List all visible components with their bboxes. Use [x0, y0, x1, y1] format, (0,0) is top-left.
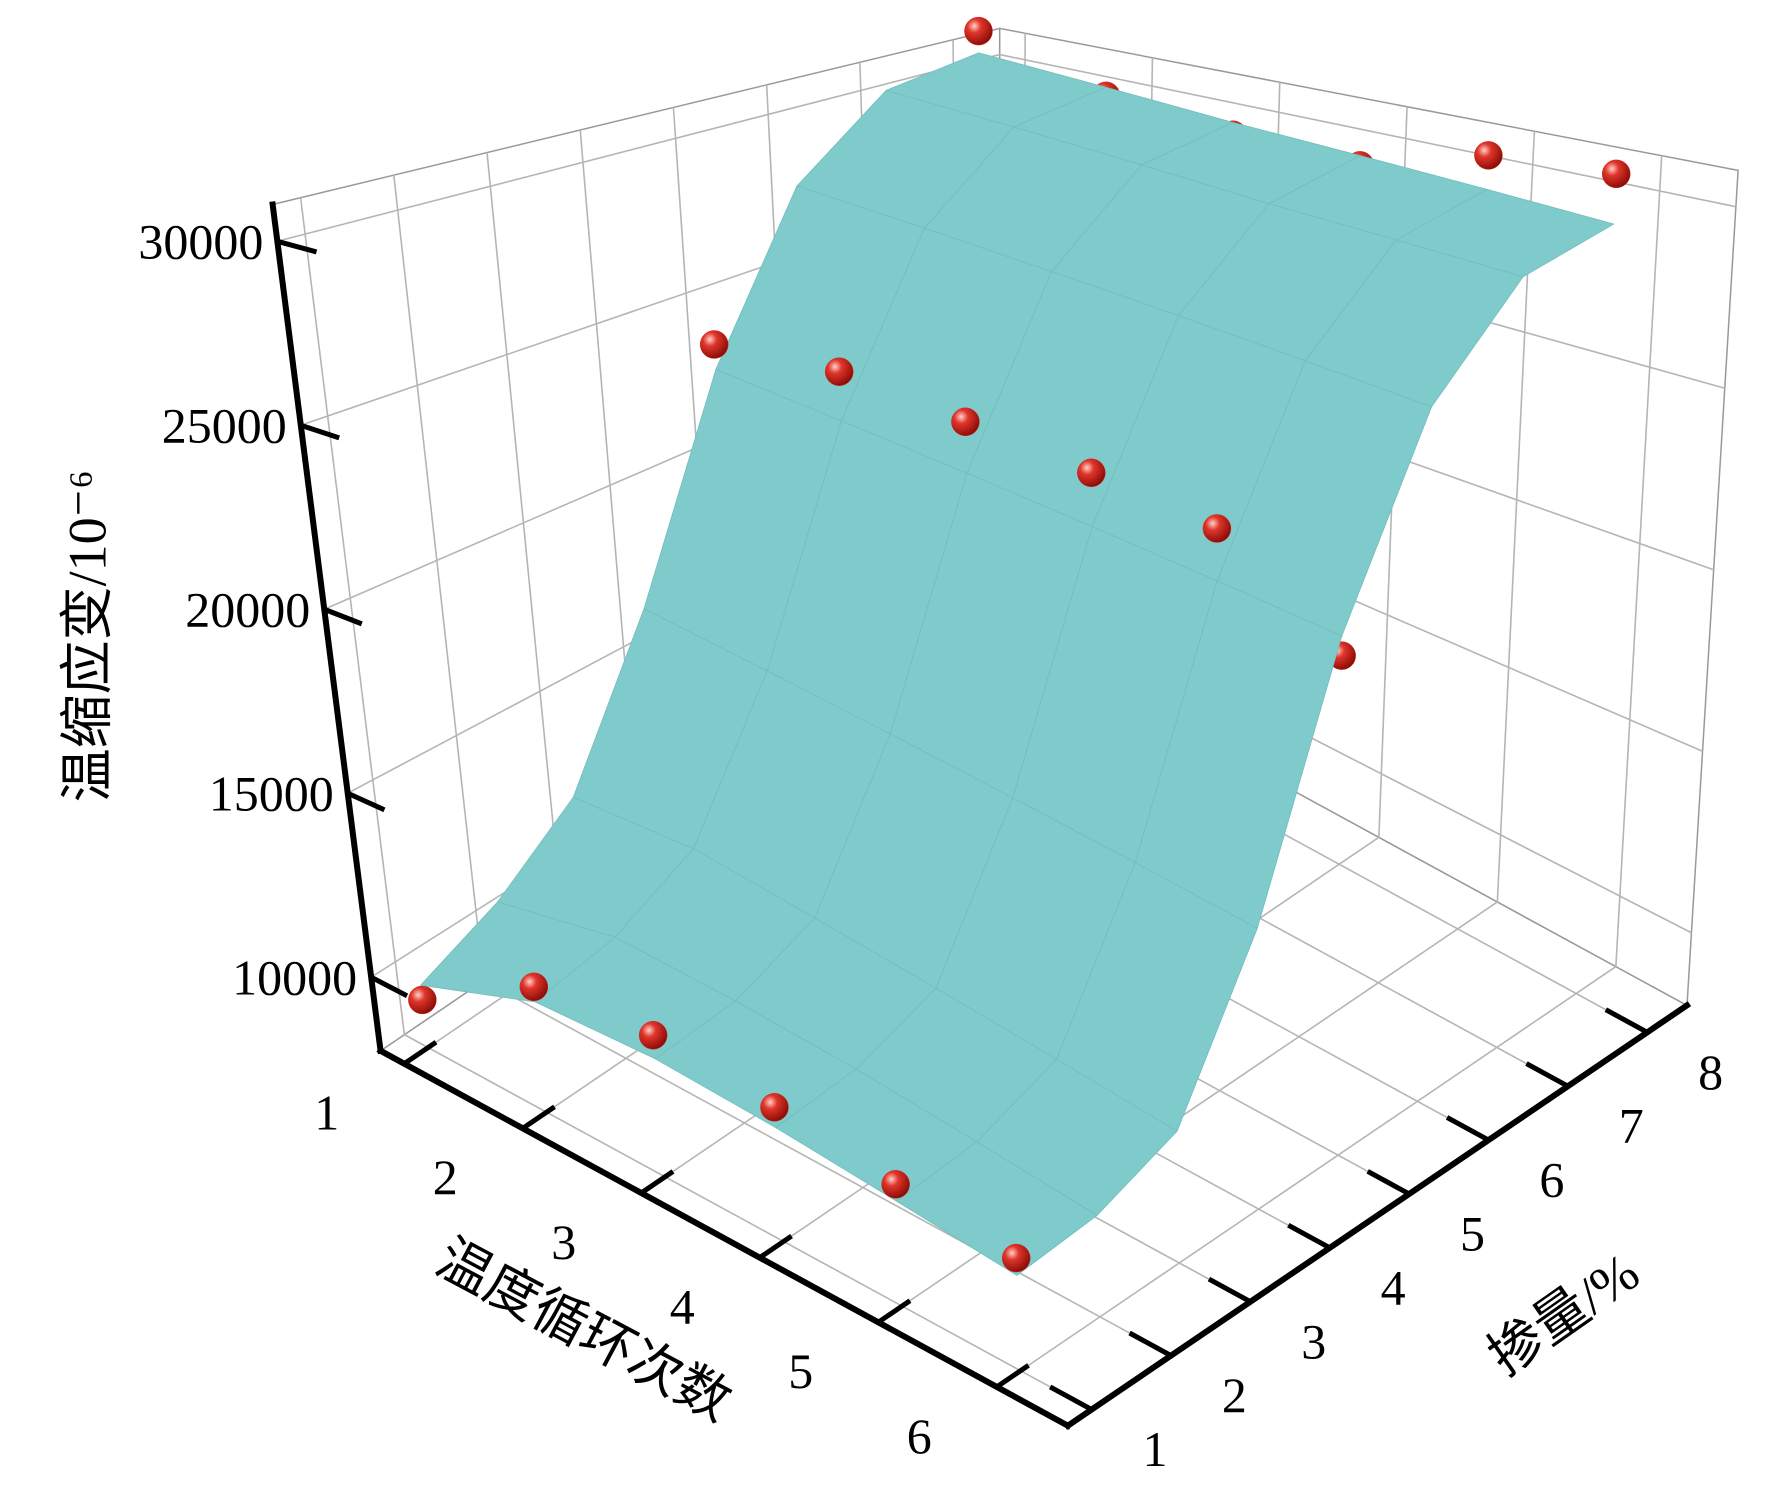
y-tick	[1287, 1223, 1331, 1251]
y-tick	[1366, 1169, 1411, 1197]
y-tick	[1048, 1384, 1093, 1412]
z-tick	[370, 974, 409, 999]
y-tick	[1604, 1007, 1649, 1035]
y-tick-label: 6	[1539, 1152, 1564, 1208]
z-tick-label: 20000	[185, 582, 310, 638]
axes	[269, 201, 1692, 1430]
data-point	[1202, 514, 1232, 543]
y-tick-label: 7	[1619, 1098, 1644, 1154]
data-point	[1001, 1243, 1031, 1273]
x-tick-label: 2	[433, 1149, 458, 1205]
grid-line	[299, 197, 406, 1035]
grid-line	[277, 53, 1000, 243]
data-point	[408, 985, 437, 1015]
x-tick	[639, 1169, 675, 1196]
x-axis	[376, 1046, 1072, 1430]
data-point	[638, 1020, 668, 1050]
data-point	[881, 1170, 910, 1199]
y-tick	[1525, 1061, 1570, 1089]
y-tick	[1128, 1330, 1173, 1358]
grid-line	[1615, 155, 1663, 967]
x-tick	[995, 1363, 1030, 1389]
grid-line	[486, 152, 564, 927]
y-tick-label: 3	[1301, 1313, 1326, 1369]
z-tick-label: 25000	[162, 398, 287, 454]
data-point	[951, 407, 980, 437]
z-tick-label: 15000	[209, 766, 334, 822]
data-point	[1474, 141, 1503, 170]
z-axis	[269, 201, 384, 1055]
data-point	[760, 1093, 789, 1122]
grid-line	[393, 175, 485, 981]
grid-line	[483, 980, 1172, 1357]
y-tick-label: 2	[1222, 1367, 1247, 1423]
visible-points	[519, 16, 1631, 1273]
data-point	[1601, 159, 1631, 189]
x-tick	[402, 1040, 438, 1066]
y-tick-label: 1	[1142, 1421, 1167, 1477]
data-point	[519, 972, 549, 1002]
x-tick-label: 3	[551, 1214, 576, 1270]
y-tick-label: 8	[1698, 1044, 1723, 1100]
surface-patch	[896, 1141, 1098, 1276]
y-tick	[1445, 1115, 1490, 1143]
y-tick	[1207, 1276, 1252, 1304]
data-point	[699, 330, 729, 359]
z-tick	[300, 422, 340, 441]
x-tick-label: 4	[670, 1279, 695, 1335]
z-tick	[323, 606, 363, 627]
z-axis-title: 温缩应变/10⁻⁶	[58, 470, 118, 802]
z-tick-label: 30000	[138, 214, 263, 270]
data-point	[824, 357, 854, 386]
data-point	[1077, 458, 1106, 488]
y-tick-label: 4	[1381, 1259, 1406, 1315]
x-tick-label: 5	[788, 1343, 813, 1399]
x-tick-label: 1	[314, 1085, 339, 1141]
z-tick-label: 10000	[232, 950, 357, 1006]
x-tick-label: 6	[907, 1408, 932, 1464]
data-point	[964, 16, 993, 46]
y-axis-title: 掺量/%	[1478, 1242, 1650, 1388]
surface	[420, 52, 1615, 1276]
grid-line	[403, 1033, 1093, 1411]
z-tick	[276, 238, 318, 255]
x-tick	[521, 1104, 556, 1131]
x-tick	[876, 1298, 912, 1325]
y-tick-label: 5	[1460, 1206, 1485, 1262]
z-tick	[346, 790, 386, 813]
x-tick	[758, 1234, 793, 1260]
